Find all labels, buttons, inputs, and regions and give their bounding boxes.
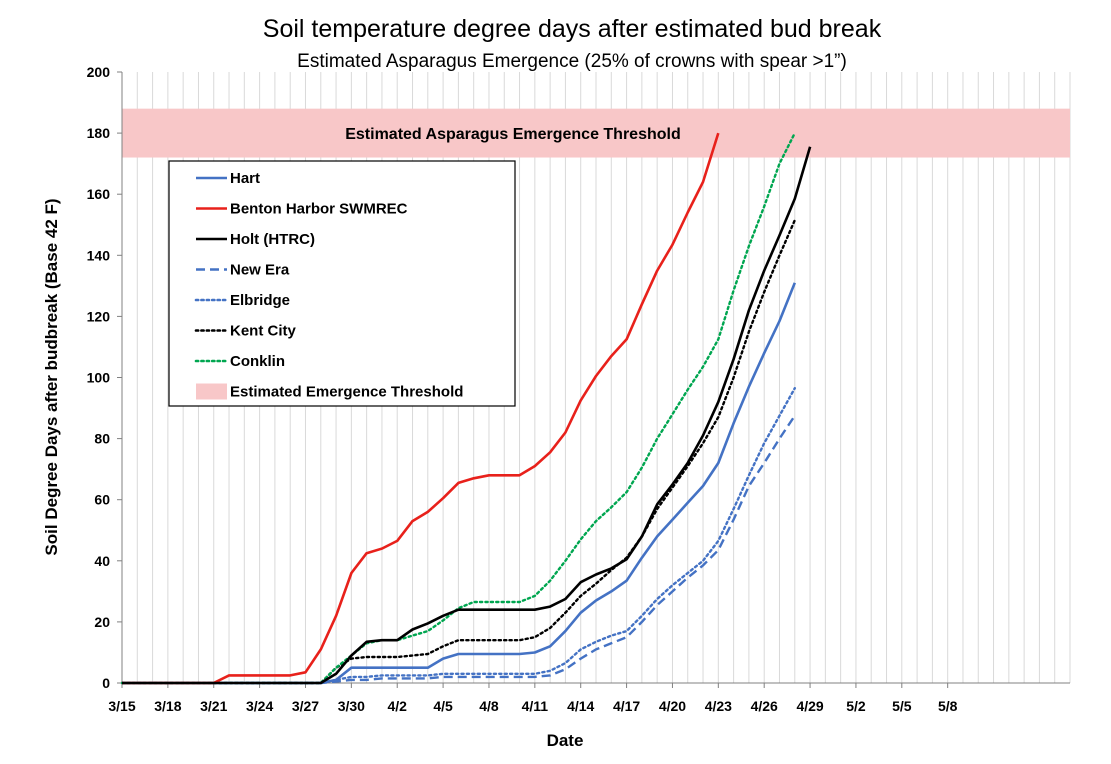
threshold-band xyxy=(122,108,1070,158)
threshold-band-label: Estimated Asparagus Emergence Threshold xyxy=(345,126,681,143)
legend-box xyxy=(168,160,516,407)
series-line-benton-harbor-swmrec xyxy=(122,132,720,685)
legend: Hart Benton Harbor SWMREC Holt (HTRC) New E… xyxy=(168,160,516,407)
x-tick-label-0: 3/15 xyxy=(108,698,135,714)
x-tick-label-18: 5/8 xyxy=(938,698,958,714)
x-tick-label-17: 5/5 xyxy=(892,698,912,714)
y-tick-label-160: 160 xyxy=(87,186,111,202)
y-tick-label-80: 80 xyxy=(94,431,110,447)
x-tick-label-3: 3/24 xyxy=(246,698,273,714)
legend-label-benton-harbor-swmrec: Benton Harbor SWMREC xyxy=(230,201,408,218)
legend-label-conklin: Conklin xyxy=(230,353,285,370)
legend-label-new-era: New Era xyxy=(230,262,290,279)
x-tick-label-10: 4/14 xyxy=(567,698,594,714)
threshold-band-group: Estimated Asparagus Emergence Threshold xyxy=(122,108,1070,158)
x-axis-label: Date xyxy=(547,731,584,750)
y-tick-label-20: 20 xyxy=(94,614,110,630)
series-line-holt-htrc xyxy=(122,146,812,685)
x-tick-label-7: 4/5 xyxy=(433,698,453,714)
series-lines xyxy=(120,131,812,685)
y-tick-label-40: 40 xyxy=(94,553,110,569)
x-tick-label-1: 3/18 xyxy=(154,698,181,714)
y-tick-label-140: 140 xyxy=(87,247,111,263)
x-tick-label-15: 4/29 xyxy=(796,698,823,714)
y-tick-label-200: 200 xyxy=(87,64,111,80)
x-tick-labels: 3/15 3/18 3/21 3/24 3/27 3/30 4/2 4/5 4/8 4/11 4/1… xyxy=(108,683,958,714)
x-tick-label-11: 4/17 xyxy=(613,698,640,714)
series-line-new-era xyxy=(122,415,796,685)
legend-label-hart: Hart xyxy=(230,170,260,187)
x-tick-label-14: 4/26 xyxy=(751,698,778,714)
chart-subtitle: Estimated Asparagus Emergence (25% of cr… xyxy=(297,51,847,72)
chart-title: Soil temperature degree days after estim… xyxy=(263,15,882,43)
y-axis-label: Soil Degree Days after budbreak (Base 42… xyxy=(42,198,61,555)
x-tick-label-13: 4/23 xyxy=(705,698,732,714)
legend-label-kent-city: Kent City xyxy=(230,323,296,340)
legend-label-elbridge: Elbridge xyxy=(230,292,290,309)
y-tick-labels: 0 20 40 60 80 100 120 140 160 180 200 xyxy=(87,64,122,691)
legend-swatch-estimated-emergence-threshold xyxy=(196,383,227,400)
y-tick-label-180: 180 xyxy=(87,125,111,141)
series-line-hart xyxy=(122,282,797,685)
x-tick-label-12: 4/20 xyxy=(659,698,686,714)
series-line-kent-city xyxy=(120,218,796,685)
y-tick-label-120: 120 xyxy=(87,308,111,324)
legend-label-estimated-emergence-threshold: Estimated Emergence Threshold xyxy=(230,384,463,401)
x-tick-label-8: 4/8 xyxy=(479,698,499,714)
x-tick-label-4: 3/27 xyxy=(292,698,319,714)
x-tick-label-5: 3/30 xyxy=(338,698,365,714)
series-line-elbridge xyxy=(120,387,796,685)
y-tick-label-60: 60 xyxy=(94,492,110,508)
x-tick-label-2: 3/21 xyxy=(200,698,227,714)
x-tick-label-6: 4/2 xyxy=(387,698,407,714)
x-tick-label-9: 4/11 xyxy=(522,698,549,714)
y-tick-label-0: 0 xyxy=(102,675,110,691)
x-tick-label-16: 5/2 xyxy=(846,698,866,714)
y-tick-label-100: 100 xyxy=(87,370,111,386)
legend-label-holt-htrc: Holt (HTRC) xyxy=(230,231,315,248)
